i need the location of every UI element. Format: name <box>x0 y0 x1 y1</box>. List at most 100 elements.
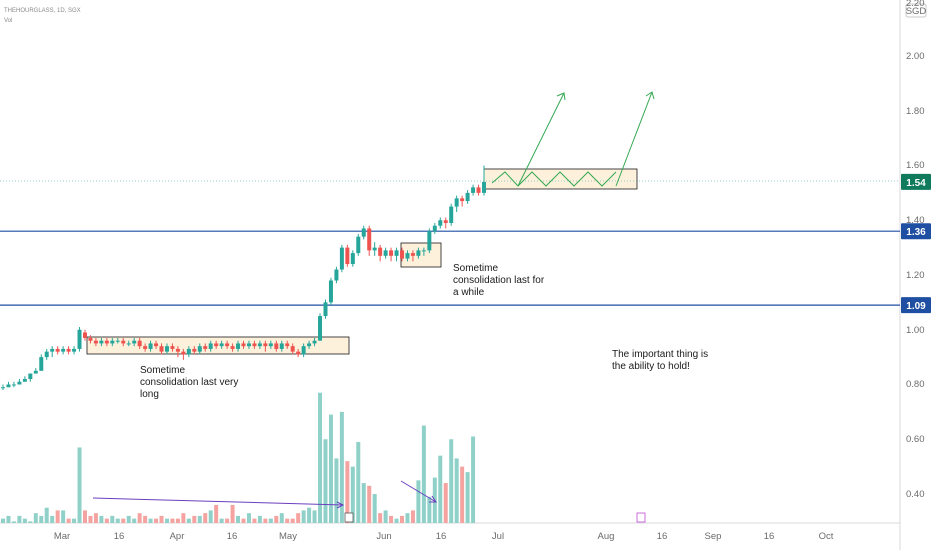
volume-bar <box>334 458 339 523</box>
symbol-header: THEHOURGLASS, 1D, SGX <box>4 8 81 14</box>
candle-body <box>181 351 186 355</box>
volume-bar <box>28 521 33 523</box>
breakout-arrow-2-head <box>645 91 655 100</box>
volume-bar <box>252 518 257 523</box>
volume-bar <box>345 461 350 523</box>
candle-body <box>126 343 131 345</box>
volume-arrow-short[interactable] <box>400 480 437 503</box>
horizontal-levels[interactable] <box>0 230 900 306</box>
volume-bar <box>263 518 268 523</box>
candle-body <box>192 348 197 352</box>
volume-bar <box>143 515 148 523</box>
volume-bar <box>405 513 410 523</box>
candle-body <box>460 198 465 202</box>
annotation-long-line-3: long <box>140 389 159 400</box>
candle-body <box>372 247 377 251</box>
x-tick-label: Mar <box>54 531 70 542</box>
breakout-arrow-1[interactable] <box>517 92 565 187</box>
breakout-arrow-2[interactable] <box>615 91 653 187</box>
candle-body <box>225 343 230 347</box>
volume-bar <box>132 518 137 523</box>
annotation-hold[interactable]: The important thing is the ability to ho… <box>612 349 711 372</box>
candle-body <box>471 187 476 193</box>
volume-bar <box>383 510 388 523</box>
y-tick-label: 2.00 <box>906 51 925 62</box>
candle-body <box>208 343 213 349</box>
candle-body <box>449 206 454 223</box>
x-tick-label: May <box>279 531 297 542</box>
candle-body <box>99 340 104 344</box>
y-tick-label: 0.80 <box>906 379 925 390</box>
candle-body <box>361 228 366 237</box>
volume-bar <box>126 515 131 523</box>
projection-paths[interactable] <box>491 91 655 187</box>
candle-body <box>175 348 180 352</box>
candle-body <box>82 332 87 338</box>
volume-bar <box>88 515 93 523</box>
volume-bar <box>318 392 323 523</box>
price-axis[interactable]: SGD 0.40 0.60 0.80 1.00 1.20 1.40 1.60 1.80 2.00… <box>899 0 927 550</box>
volume-trend-arrows[interactable] <box>92 480 437 509</box>
candle-body <box>339 247 344 270</box>
candle-body <box>55 348 60 352</box>
zigzag-projection[interactable] <box>491 171 617 187</box>
volume-bar <box>164 518 169 523</box>
volume-bar <box>44 507 49 523</box>
volume-bar <box>219 518 224 523</box>
last-price-tag <box>901 173 931 190</box>
annotation-long-consolidation[interactable]: Sometime consolidation last very long <box>140 365 241 400</box>
volume-bar <box>50 515 55 523</box>
volume-bar <box>121 518 126 523</box>
candle-body <box>312 340 317 344</box>
volume-bar <box>39 515 44 523</box>
drawings[interactable] <box>86 168 638 355</box>
volume-arrow-long[interactable] <box>92 497 344 506</box>
x-tick-label: 16 <box>657 531 668 542</box>
annotation-long-line-1: Sometime <box>140 365 185 376</box>
candle-body <box>88 337 93 341</box>
earnings-marker[interactable] <box>344 512 354 523</box>
annotation-short-line-3: a while <box>453 287 485 298</box>
candle-body <box>443 220 448 223</box>
candle-body <box>301 346 306 355</box>
candle-body <box>33 370 38 374</box>
y-tick-label: 0.60 <box>906 434 925 445</box>
candle-body <box>1 387 5 389</box>
candle-body <box>170 346 175 349</box>
candle-body <box>61 348 66 352</box>
last-price-tag-text: 1.54 <box>906 178 926 189</box>
candle-body <box>203 346 208 349</box>
volume-bar <box>197 515 202 523</box>
time-axis[interactable]: Mar 16 Apr 16 May Jun 16 Jul Aug 16 Sep 16 Oct <box>0 522 900 542</box>
candle-body <box>318 316 323 341</box>
candle-body <box>110 340 115 344</box>
y-tick-label: 0.40 <box>906 489 925 500</box>
currency-label: SGD <box>906 6 927 17</box>
y-tick-label: 2.20 <box>906 0 925 9</box>
volume-bar <box>203 513 208 523</box>
volume-bar <box>72 518 77 523</box>
volume-bar <box>110 515 115 523</box>
candlesticks <box>1 165 486 390</box>
volume-bar <box>307 507 312 523</box>
candle-body <box>307 343 312 347</box>
volume-bar <box>443 483 448 523</box>
currency-badge[interactable] <box>905 3 927 18</box>
dividend-marker[interactable] <box>636 512 646 523</box>
breakout-arrow-1-head <box>556 92 566 101</box>
candle-body <box>432 225 437 232</box>
volume-bar <box>328 414 333 523</box>
x-tick-label: Sep <box>705 531 722 542</box>
volume-bar <box>137 513 142 523</box>
candle-body <box>104 340 109 344</box>
annotation-short-consolidation[interactable]: Sometime consolidation last for a while <box>453 263 547 298</box>
volume-bar <box>77 447 82 523</box>
candle-body <box>394 250 399 256</box>
volume-arrow-long-head <box>336 501 345 509</box>
volume-bar <box>22 518 27 523</box>
x-tick-label: Aug <box>598 531 615 542</box>
candle-body <box>39 357 44 371</box>
volume-bar <box>323 439 328 523</box>
candle-body <box>121 340 126 344</box>
